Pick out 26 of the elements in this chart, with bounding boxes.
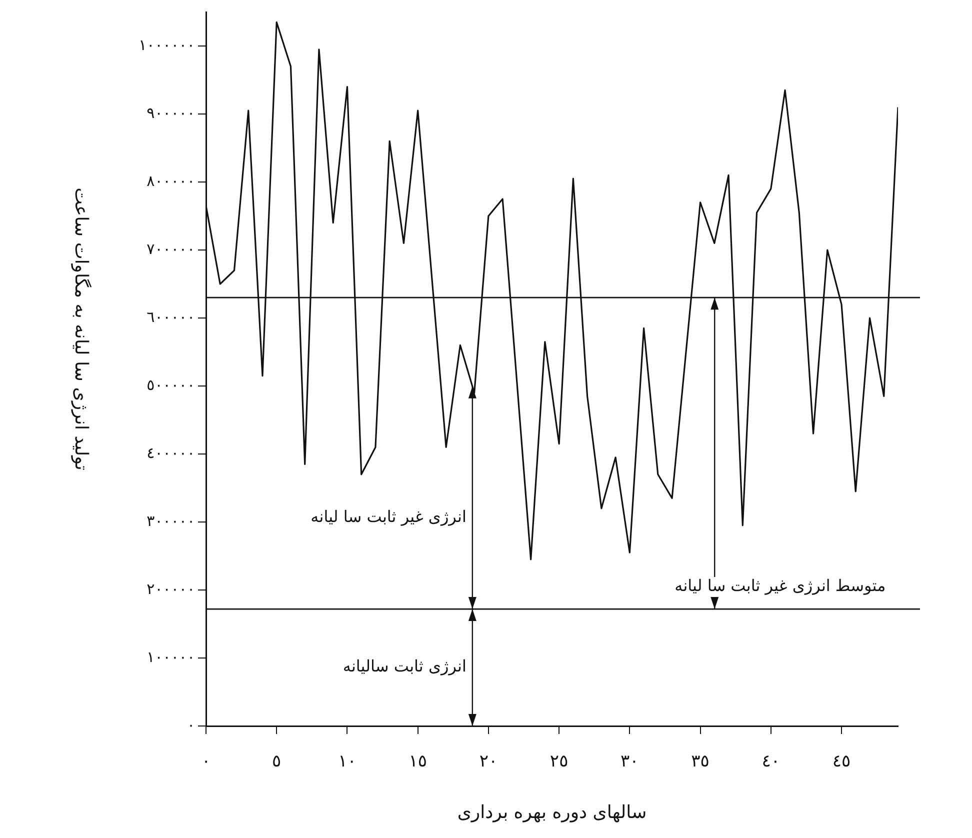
y-tick-label: ٦٠٠٠٠٠ [146,308,195,326]
x-axis-title: سالهای دوره بهره برداری [457,802,647,823]
x-tick-label: ٤٠ [762,752,780,772]
x-tick-label: ٤٥ [832,752,851,772]
y-axis-title: تولید انرژی سا لیانه به مگاوات ساعت [70,188,92,470]
x-tick-label: ٠ [201,752,211,772]
ref-line-label: متوسط انرژی غیر ثابت سا لیانه [674,576,886,596]
x-tick-label: ٣٥ [691,752,710,772]
x-tick-label: ١٥ [408,752,427,772]
y-tick-label: ١٠٠٠٠٠ [146,648,195,666]
x-tick-label: ٢٠ [479,752,498,772]
y-tick-label: ١٠٠٠٠٠٠ [138,36,195,54]
y-tick-label: ٩٠٠٠٠٠ [146,104,195,122]
y-tick-label: ٥٠٠٠٠٠ [146,376,195,394]
y-tick-label: ٢٠٠٠٠٠ [146,580,195,598]
y-tick-label: ٠ [186,716,195,734]
y-tick-label: ٨٠٠٠٠٠ [146,172,195,190]
x-tick-label: ٥ [272,752,282,772]
ref-line-label: انرژی ثابت سالیانه [342,656,466,676]
y-tick-label: ٤٠٠٠٠٠ [146,444,195,462]
annotation: انرژی غیر ثابت سا لیانه [310,506,466,526]
x-tick-label: ٣٠ [620,752,639,772]
x-tick-label: ١٠ [338,752,356,772]
x-tick-label: ٢٥ [550,752,568,772]
y-tick-label: ٧٠٠٠٠٠ [146,240,195,258]
y-tick-label: ٣٠٠٠٠٠ [146,512,195,530]
